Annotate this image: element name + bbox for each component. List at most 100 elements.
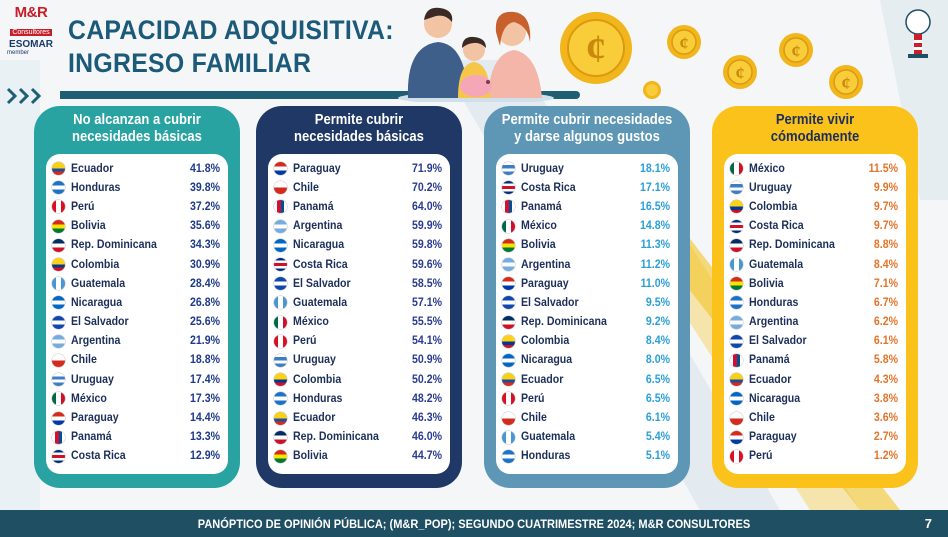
table-row: Chile 6.1%	[502, 408, 670, 427]
table-row: Rep. Dominicana 8.8%	[730, 236, 898, 255]
country-name: México	[521, 220, 557, 233]
percent-value: 34.3%	[189, 239, 220, 252]
country-name: Paraguay	[521, 277, 569, 290]
table-row: Costa Rica 17.1%	[502, 178, 670, 197]
percent-value: 30.9%	[189, 258, 220, 271]
svg-text:¢: ¢	[736, 63, 745, 83]
table-row: Guatemala 57.1%	[274, 293, 442, 312]
title-underline	[60, 91, 580, 99]
table-row: Paraguay 71.9%	[274, 159, 442, 178]
table-row: Honduras 5.1%	[502, 447, 670, 466]
table-row: Perú 37.2%	[52, 197, 220, 216]
percent-value: 35.6%	[189, 220, 220, 233]
country-name: Colombia	[749, 200, 798, 213]
flag-argentina-icon	[274, 219, 287, 233]
percent-value: 8.4%	[873, 258, 898, 271]
flag-costa-rica-icon	[52, 449, 65, 463]
company-logo: M&R Consultores ESOMAR member	[4, 4, 58, 58]
percent-value: 59.8%	[411, 239, 442, 252]
table-row: Rep. Dominicana 46.0%	[274, 428, 442, 447]
country-name: Argentina	[521, 258, 571, 271]
country-name: Rep. Dominicana	[71, 239, 157, 252]
percent-value: 64.0%	[411, 200, 442, 213]
card-no-alcanzan: No alcanzan a cubrir necesidades básicas…	[34, 106, 240, 488]
flag-chile-icon	[274, 181, 287, 195]
flag-guatemala-icon	[52, 277, 65, 291]
table-row: Costa Rica 59.6%	[274, 255, 442, 274]
flag-uruguay-icon	[52, 373, 65, 387]
percent-value: 14.8%	[639, 220, 670, 233]
flag-rep-dominicana-icon	[730, 238, 743, 252]
country-name: Colombia	[521, 335, 570, 348]
table-row: Nicaragua 26.8%	[52, 293, 220, 312]
flag-rep-dominicana-icon	[502, 315, 515, 329]
card-title-line-1: No alcanzan a cubrir	[73, 112, 201, 128]
flag-bolivia-icon	[730, 277, 743, 291]
coin-icon: ¢	[560, 12, 632, 84]
table-row: Uruguay 17.4%	[52, 370, 220, 389]
percent-value: 9.7%	[873, 200, 898, 213]
flag-per--icon	[730, 449, 743, 463]
country-name: Bolivia	[293, 450, 328, 463]
percent-value: 8.0%	[645, 354, 670, 367]
table-row: Ecuador 6.5%	[502, 370, 670, 389]
table-row: Bolivia 11.3%	[502, 236, 670, 255]
table-row: Rep. Dominicana 34.3%	[52, 236, 220, 255]
country-name: Chile	[71, 354, 97, 367]
percent-value: 9.7%	[873, 220, 898, 233]
flag-chile-icon	[52, 353, 65, 367]
country-name: Perú	[749, 450, 773, 463]
table-row: Chile 3.6%	[730, 408, 898, 427]
country-name: Ecuador	[293, 412, 336, 425]
table-row: Argentina 59.9%	[274, 217, 442, 236]
country-name: Argentina	[293, 220, 343, 233]
card-title-line-1: Permite cubrir necesidades	[501, 112, 673, 128]
country-name: Panamá	[749, 354, 790, 367]
table-row: México 11.5%	[730, 159, 898, 178]
table-row: Ecuador 46.3%	[274, 408, 442, 427]
country-name: Nicaragua	[293, 239, 345, 252]
svg-text:¢: ¢	[792, 41, 801, 61]
table-row: Guatemala 5.4%	[502, 428, 670, 447]
table-row: Guatemala 28.4%	[52, 274, 220, 293]
flag-nicaragua-icon	[52, 296, 65, 310]
percent-value: 11.5%	[868, 162, 898, 175]
logo-sub: Consultores	[10, 29, 52, 36]
flag-bolivia-icon	[502, 238, 515, 252]
flag-panam--icon	[730, 353, 743, 367]
card-title-line-2: y darse algunos gustos	[514, 129, 660, 145]
country-name: Paraguay	[749, 431, 797, 444]
percent-value: 54.1%	[411, 335, 442, 348]
percent-value: 7.1%	[873, 277, 898, 290]
coin-icon: ¢	[779, 33, 813, 67]
logo-member: member	[7, 50, 30, 56]
table-row: Bolivia 35.6%	[52, 217, 220, 236]
flag-rep-dominicana-icon	[52, 238, 65, 252]
flag-argentina-icon	[730, 315, 743, 329]
table-row: El Salvador 6.1%	[730, 332, 898, 351]
chevrons-icon	[6, 87, 42, 105]
country-name: Costa Rica	[293, 258, 348, 271]
card-title-line-1: Permite vivir	[775, 112, 855, 128]
country-name: Colombia	[71, 258, 120, 271]
country-name: México	[71, 392, 107, 405]
percent-value: 46.0%	[411, 431, 442, 444]
flag-m-xico-icon	[274, 315, 287, 329]
logo-brand: M&R	[14, 4, 48, 21]
flag-m-xico-icon	[502, 219, 515, 233]
country-list: México 11.5% Uruguay 9.9% Colombia 9.7% Costa …	[724, 154, 906, 474]
percent-value: 48.2%	[411, 392, 442, 405]
country-name: Guatemala	[293, 296, 348, 309]
flag-chile-icon	[730, 411, 743, 425]
table-row: Panamá 64.0%	[274, 197, 442, 216]
country-name: México	[293, 316, 329, 329]
svg-text:¢: ¢	[586, 26, 606, 71]
coin-icon: ¢	[829, 65, 863, 99]
percent-value: 46.3%	[411, 412, 442, 425]
percent-value: 9.9%	[873, 181, 898, 194]
country-name: Costa Rica	[749, 220, 804, 233]
flag-per--icon	[274, 334, 287, 348]
flag-ecuador-icon	[274, 411, 287, 425]
percent-value: 11.0%	[640, 277, 670, 290]
country-list: Paraguay 71.9% Chile 70.2% Panamá 64.0% Argent…	[268, 154, 450, 474]
